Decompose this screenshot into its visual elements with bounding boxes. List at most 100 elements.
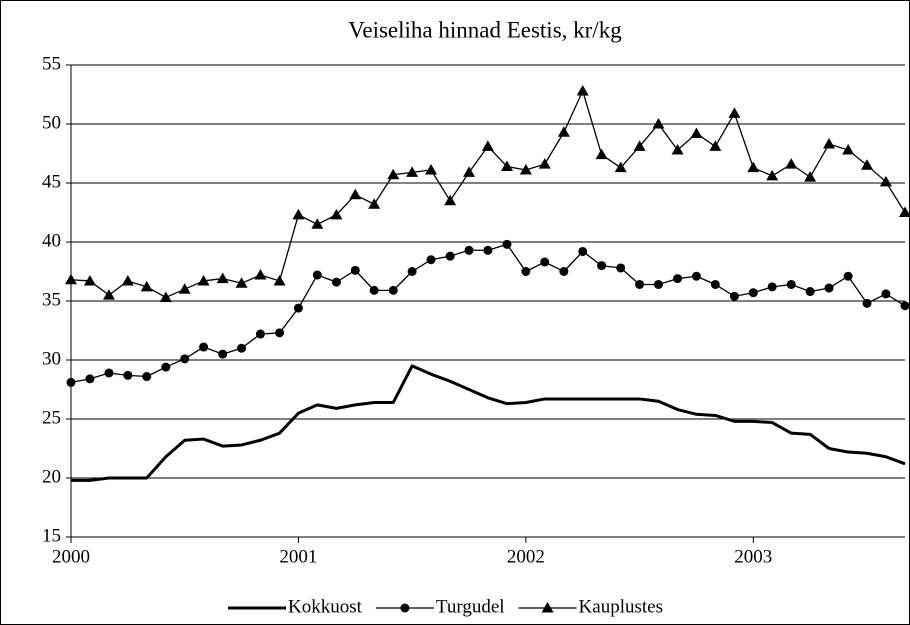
point [899, 206, 910, 217]
x-tick-label: 2003 [734, 546, 772, 567]
point [481, 140, 494, 151]
point [140, 280, 153, 292]
x-tick-label: 2000 [52, 546, 90, 567]
y-tick-label: 35 [42, 289, 61, 310]
legend-label: Turgudel [436, 596, 505, 617]
y-tick-label: 15 [42, 525, 61, 546]
y-tick-label: 50 [42, 112, 61, 133]
point [254, 269, 267, 280]
point [83, 274, 96, 286]
y-tick-label: 45 [42, 171, 61, 192]
point [519, 164, 532, 175]
point [653, 279, 663, 289]
point [709, 140, 722, 151]
point [237, 343, 247, 353]
x-tick-label: 2001 [279, 546, 317, 567]
point [691, 271, 701, 281]
point [500, 160, 513, 171]
point [104, 368, 114, 378]
point [805, 287, 815, 297]
point [199, 342, 209, 352]
point [785, 158, 798, 169]
series-line [71, 364, 906, 482]
point [881, 289, 891, 299]
point [406, 166, 419, 177]
point [273, 274, 286, 286]
chart-title: Veiseliha hinnad Eestis, kr/kg [348, 17, 622, 42]
point [747, 161, 760, 173]
point [483, 245, 493, 255]
point [369, 285, 379, 295]
point [614, 161, 627, 173]
point [671, 143, 684, 155]
point [786, 279, 796, 289]
y-tick-label: 55 [42, 53, 61, 74]
point [255, 329, 265, 339]
point [180, 354, 190, 364]
point [85, 374, 95, 384]
point [862, 298, 872, 308]
point [538, 158, 551, 169]
point [652, 118, 665, 129]
point [293, 303, 303, 313]
legend-marker [541, 602, 554, 613]
point [597, 261, 607, 271]
point [824, 283, 834, 293]
point [748, 288, 758, 298]
point [766, 169, 779, 181]
point [102, 289, 115, 300]
y-tick-label: 25 [42, 407, 61, 428]
point [502, 239, 512, 249]
point [635, 279, 645, 289]
point [521, 267, 531, 276]
point [633, 140, 646, 151]
point [710, 279, 720, 289]
point [578, 246, 588, 256]
legend-label: Kokkuost [288, 596, 363, 617]
point [292, 208, 305, 220]
point [673, 274, 683, 284]
point [576, 84, 589, 96]
point [121, 274, 134, 286]
point [312, 270, 322, 280]
point [728, 107, 741, 118]
point [842, 143, 855, 155]
point [159, 291, 172, 302]
y-tick-label: 30 [42, 348, 61, 369]
point [178, 283, 191, 294]
point [559, 267, 569, 276]
point [804, 171, 817, 182]
point [330, 208, 343, 220]
point [388, 285, 398, 295]
legend-marker [400, 603, 410, 613]
point [690, 127, 703, 138]
point [557, 126, 570, 137]
point [142, 372, 152, 382]
y-tick-label: 20 [42, 466, 61, 487]
point [861, 159, 874, 170]
point [349, 188, 362, 200]
point [197, 274, 210, 286]
point [540, 257, 550, 267]
point [823, 138, 836, 149]
point [123, 370, 133, 380]
y-tick-label: 40 [42, 230, 61, 251]
point [311, 218, 324, 229]
point [464, 245, 474, 255]
point [218, 349, 228, 359]
point [368, 198, 381, 209]
point [879, 175, 892, 187]
point [595, 148, 608, 160]
point [350, 265, 360, 275]
point [425, 164, 438, 175]
point [843, 271, 853, 281]
point [161, 362, 171, 372]
point [426, 255, 436, 265]
point [216, 272, 229, 284]
point [65, 273, 77, 285]
point [444, 194, 457, 206]
point [445, 251, 455, 261]
